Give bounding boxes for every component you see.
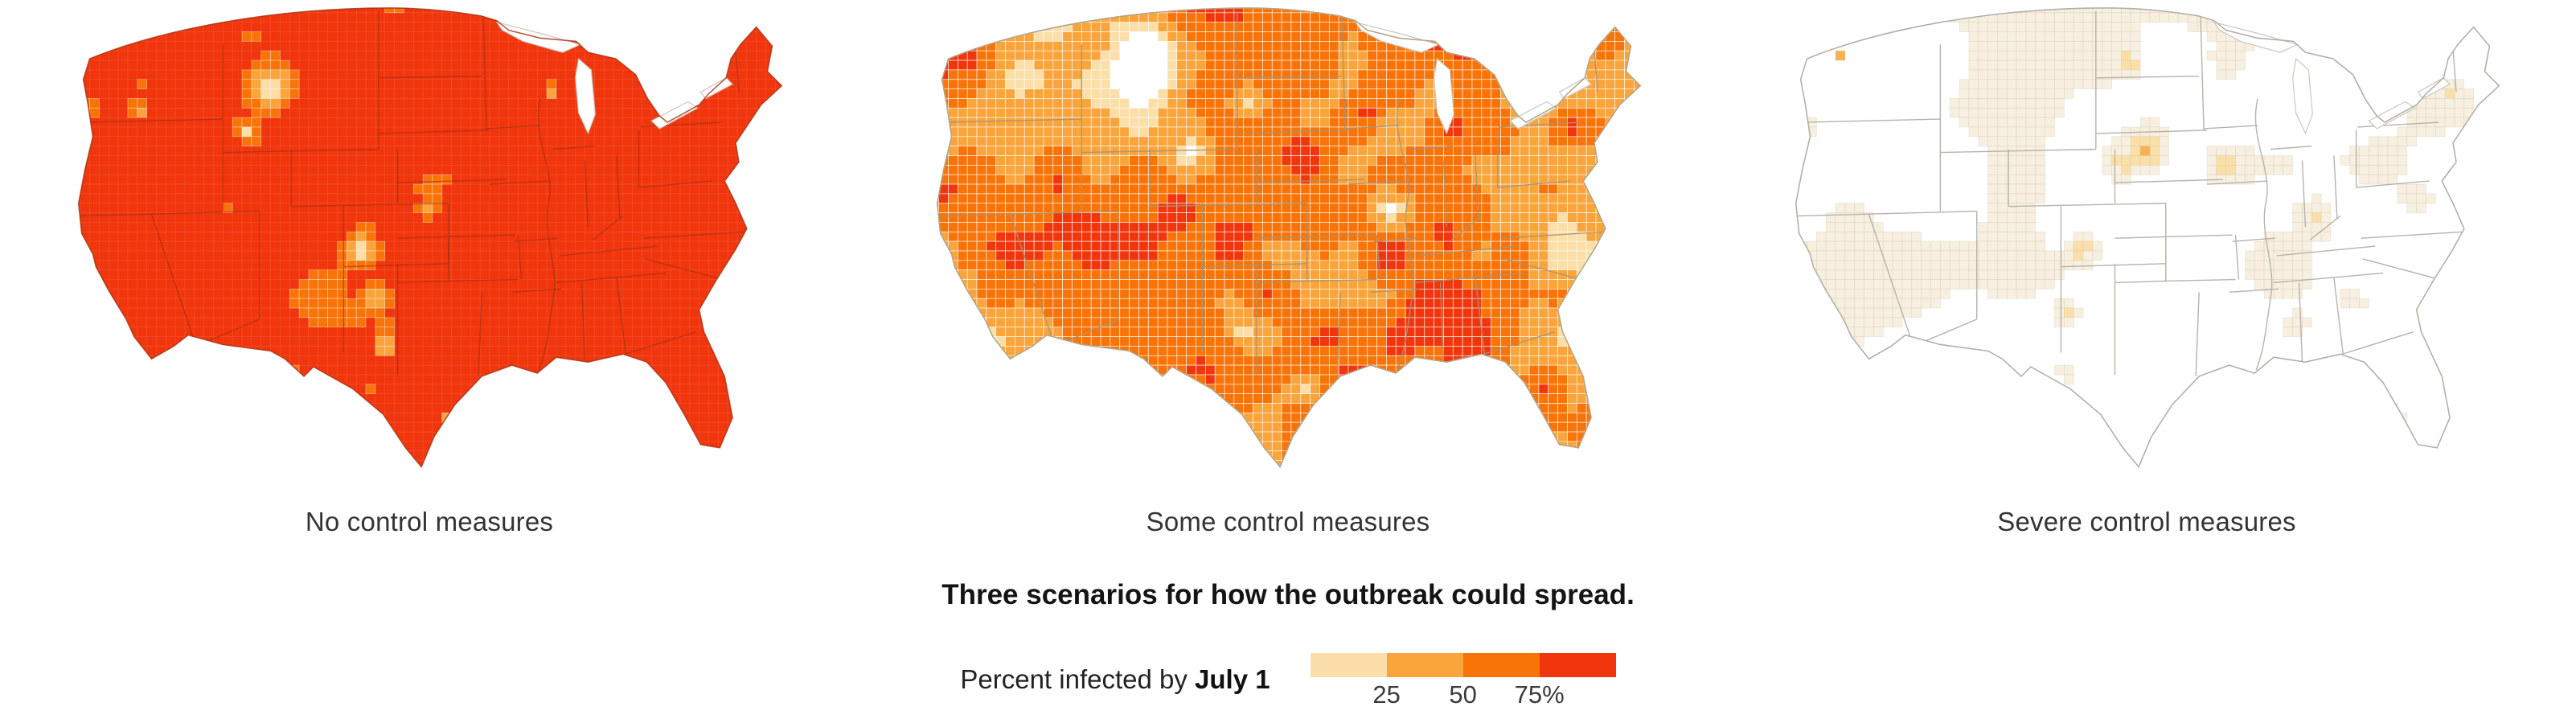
us-county-choropleth-some-control [882, 3, 1694, 495]
scenario-label-no-control: No control measures [305, 507, 554, 536]
legend-swatch-2 [1462, 653, 1540, 677]
legend-swatches [1310, 653, 1616, 677]
legend-swatch-1 [1386, 653, 1463, 677]
us-county-choropleth-no-control [23, 3, 835, 495]
legend-color-scale: 25 50 75% [1310, 653, 1616, 709]
legend-label: Percent infected by July 1 [960, 664, 1270, 695]
us-county-choropleth-severe-control [1741, 3, 2553, 495]
legend-swatch-3 [1539, 653, 1616, 677]
figure-caption: Three scenarios for how the outbreak cou… [941, 579, 1635, 610]
map-panel-no-control: No control measures [0, 3, 859, 537]
scenario-label-severe-control: Severe control measures [1997, 507, 2296, 536]
legend-tick-25: 25 [1372, 680, 1401, 709]
legend-ticks: 25 50 75% [1311, 677, 1616, 709]
legend-tick-75: 75% [1514, 680, 1565, 709]
maps-row: No control measures Some control measure… [0, 3, 2576, 537]
map-panel-some-control: Some control measures [859, 3, 1717, 537]
legend-label-prefix: Percent infected by [960, 664, 1196, 694]
legend-tick-50: 50 [1449, 680, 1477, 709]
map-panel-severe-control: Severe control measures [1717, 3, 2576, 537]
legend-swatch-0 [1310, 653, 1387, 677]
legend-label-date: July 1 [1195, 664, 1270, 694]
legend: Percent infected by July 1 25 50 75% [0, 653, 2576, 709]
scenario-label-some-control: Some control measures [1146, 507, 1430, 536]
